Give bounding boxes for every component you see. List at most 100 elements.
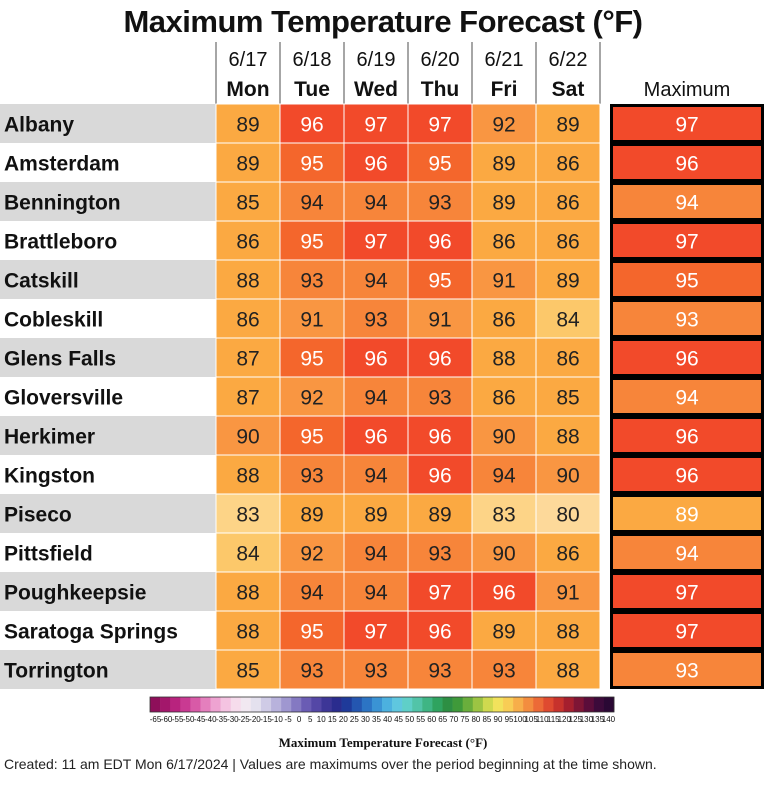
legend-tick-label: 5 (308, 715, 313, 724)
city-cell (0, 455, 216, 494)
legend-swatch (482, 697, 494, 712)
city-cell (0, 416, 216, 455)
temp-value: 94 (364, 387, 388, 410)
max-cell (610, 143, 764, 182)
chart-title: Maximum Temperature Forecast (°F) (123, 4, 643, 39)
legend-tick-label: -65 (150, 715, 162, 724)
temp-value: 94 (364, 465, 388, 488)
max-value: 95 (675, 270, 698, 293)
temp-value: 97 (428, 582, 451, 605)
temp-value: 86 (556, 543, 579, 566)
temp-value: 95 (300, 621, 323, 644)
legend-swatch (492, 697, 504, 712)
temp-value: 88 (492, 348, 515, 371)
temp-value: 84 (556, 309, 580, 332)
temp-value: 88 (236, 582, 259, 605)
legend-swatch (271, 697, 282, 712)
temp-cell (343, 142, 409, 183)
temp-value: 93 (492, 660, 515, 683)
city-cell (0, 533, 216, 572)
legend-tick-label: 50 (405, 715, 414, 724)
gap-cell (600, 377, 610, 416)
legend-tick-label: 120 (558, 715, 572, 724)
temp-value: 92 (492, 114, 515, 137)
temp-cell (471, 298, 537, 339)
legend-swatch (230, 697, 242, 712)
temp-value: 89 (236, 153, 259, 176)
temp-value: 97 (428, 114, 451, 137)
temp-cell (407, 142, 473, 183)
legend-swatch (422, 697, 433, 712)
legend-frame (149, 696, 615, 713)
temp-cell (279, 259, 345, 300)
legend-swatch (462, 697, 474, 712)
temp-value: 86 (492, 309, 515, 332)
temp-cell (471, 142, 537, 183)
legend-swatch (210, 697, 221, 712)
temp-value: 87 (236, 387, 259, 410)
temp-value: 85 (236, 660, 259, 683)
temp-value: 94 (492, 465, 516, 488)
temp-cell (471, 649, 537, 690)
temp-value: 95 (300, 348, 323, 371)
temp-cell (407, 259, 473, 300)
temp-value: 95 (300, 426, 323, 449)
temp-value: 96 (428, 465, 451, 488)
temp-cell (215, 298, 281, 339)
temp-cell (279, 649, 345, 690)
temp-value: 95 (300, 153, 323, 176)
temp-cell (279, 337, 345, 378)
max-value: 97 (675, 621, 698, 644)
gap-cell (600, 494, 610, 533)
column-date: 6/18 (293, 49, 332, 71)
legend-tick-label: -30 (227, 715, 239, 724)
legend-tick-label: 125 (569, 715, 583, 724)
legend-tick-label: 75 (460, 715, 469, 724)
gap-cell (600, 650, 610, 689)
temp-value: 96 (492, 582, 515, 605)
temp-value: 90 (492, 543, 515, 566)
temp-cell (343, 454, 409, 495)
max-cell (610, 338, 764, 377)
temp-value: 92 (300, 387, 323, 410)
max-cell (610, 533, 764, 572)
temp-value: 86 (236, 309, 259, 332)
temp-value: 84 (236, 543, 260, 566)
legend-tick-label: 30 (361, 715, 370, 724)
max-cell (610, 494, 764, 533)
temp-value: 88 (236, 621, 259, 644)
legend-tick-label: -20 (249, 715, 261, 724)
legend-tick-label: 0 (297, 715, 302, 724)
temp-value: 93 (428, 387, 451, 410)
city-cell (0, 494, 216, 533)
legend-title: Maximum Temperature Forecast (°F) (278, 735, 488, 750)
legend-swatch (170, 697, 181, 712)
city-name: Poughkeepsie (4, 582, 146, 605)
temp-cell (407, 493, 473, 534)
temp-cell (407, 181, 473, 222)
temp-value: 85 (236, 192, 259, 215)
temp-value: 93 (364, 309, 387, 332)
temp-value: 86 (492, 387, 515, 410)
temp-cell (535, 181, 601, 222)
legend-swatch (533, 697, 544, 712)
gap-cell (600, 221, 610, 260)
temp-cell (471, 259, 537, 300)
temp-cell (535, 493, 601, 534)
temp-value: 89 (300, 504, 323, 527)
temp-cell (343, 220, 409, 261)
city-cell (0, 143, 216, 182)
legend-swatch (371, 697, 383, 712)
city-name: Torrington (4, 660, 109, 683)
legend-swatch (583, 697, 595, 712)
column-date: 6/22 (549, 49, 588, 71)
legend-tick-label: 35 (372, 715, 381, 724)
legend-tick-label: 20 (339, 715, 348, 724)
temp-value: 91 (556, 582, 579, 605)
max-value: 96 (675, 348, 698, 371)
temp-cell (279, 454, 345, 495)
temp-value: 90 (492, 426, 515, 449)
temp-cell (471, 571, 537, 612)
temp-cell (215, 220, 281, 261)
temp-value: 96 (300, 114, 323, 137)
